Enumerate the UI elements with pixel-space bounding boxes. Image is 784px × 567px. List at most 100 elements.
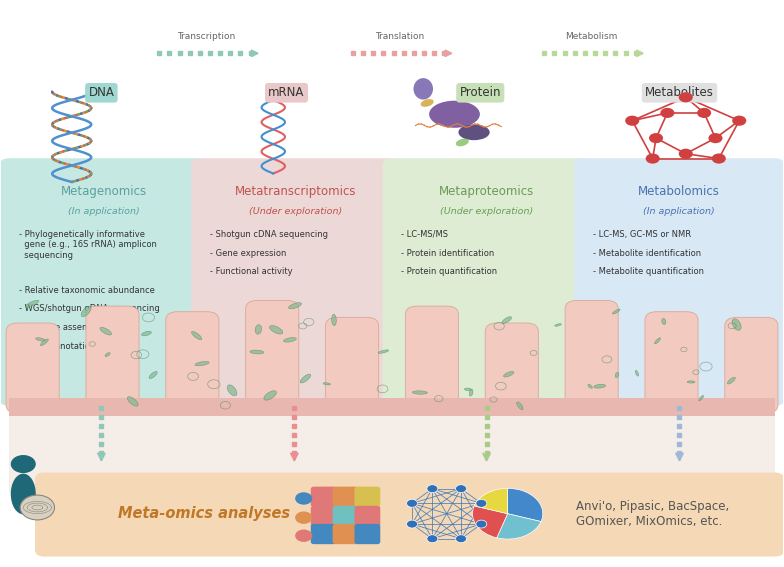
Text: - WGS/shotgun gDNA sequencing: - WGS/shotgun gDNA sequencing [19,304,159,314]
Ellipse shape [35,338,45,341]
Ellipse shape [264,391,277,400]
Ellipse shape [662,319,666,324]
Text: - Gene expression: - Gene expression [210,248,286,257]
Ellipse shape [593,384,605,388]
Ellipse shape [413,78,433,100]
Circle shape [456,535,466,543]
Ellipse shape [142,331,151,336]
Ellipse shape [503,371,514,377]
Ellipse shape [41,339,49,346]
Text: (In application): (In application) [68,208,140,217]
Ellipse shape [555,324,561,326]
FancyBboxPatch shape [485,323,539,413]
Ellipse shape [732,319,741,331]
Ellipse shape [655,338,661,344]
Circle shape [732,116,746,126]
Circle shape [679,149,693,159]
Circle shape [476,520,487,528]
Text: Metabolites: Metabolites [645,86,714,99]
FancyBboxPatch shape [332,506,358,526]
Text: (Under exploration): (Under exploration) [440,208,533,217]
FancyBboxPatch shape [574,158,784,406]
Ellipse shape [332,314,336,325]
Text: Metatranscriptomics: Metatranscriptomics [234,185,356,198]
Ellipse shape [612,309,620,314]
Ellipse shape [127,397,138,406]
Ellipse shape [149,371,158,379]
Ellipse shape [615,373,619,378]
Text: - LC-MS/MS: - LC-MS/MS [401,230,448,239]
Ellipse shape [255,325,262,334]
Wedge shape [473,506,507,538]
Circle shape [649,133,663,143]
Circle shape [697,108,711,118]
FancyBboxPatch shape [354,524,380,544]
Circle shape [660,108,674,118]
Ellipse shape [379,350,389,353]
FancyBboxPatch shape [165,312,219,413]
Text: - Phylogenetically informative
  gene (e.g., 16S rRNA) amplicon
  sequencing: - Phylogenetically informative gene (e.g… [19,230,157,260]
Wedge shape [497,514,541,539]
FancyBboxPatch shape [35,472,784,557]
FancyBboxPatch shape [310,524,336,544]
Ellipse shape [195,362,209,366]
Circle shape [426,485,437,493]
Text: Meta-omics analyses: Meta-omics analyses [118,506,291,521]
Ellipse shape [502,317,512,323]
FancyBboxPatch shape [191,158,399,406]
Circle shape [295,530,312,542]
Ellipse shape [300,374,310,383]
Ellipse shape [588,384,593,388]
Ellipse shape [728,377,735,384]
Circle shape [456,485,466,493]
Ellipse shape [456,138,469,146]
Ellipse shape [699,396,703,401]
Ellipse shape [464,388,471,391]
Circle shape [426,535,437,543]
Ellipse shape [688,381,695,383]
Text: - Gene annotation: - Gene annotation [19,341,95,350]
Text: Metaproteomics: Metaproteomics [439,185,534,198]
Text: - Shotgun cDNA sequencing: - Shotgun cDNA sequencing [210,230,328,239]
Text: - LC-MS, GC-MS or NMR: - LC-MS, GC-MS or NMR [593,230,691,239]
Text: Protein: Protein [459,86,501,99]
FancyBboxPatch shape [310,506,336,526]
Ellipse shape [470,390,473,396]
Ellipse shape [250,350,264,354]
FancyBboxPatch shape [565,301,619,413]
Text: - Relative taxonomic abundance: - Relative taxonomic abundance [19,286,154,295]
Ellipse shape [421,99,434,107]
FancyBboxPatch shape [332,524,358,544]
FancyBboxPatch shape [9,385,775,492]
Ellipse shape [11,473,36,514]
FancyBboxPatch shape [86,306,139,413]
Circle shape [407,520,418,528]
Ellipse shape [284,337,296,342]
Circle shape [407,500,418,507]
Ellipse shape [270,325,283,334]
Ellipse shape [635,370,639,376]
Ellipse shape [105,353,110,357]
Text: mRNA: mRNA [268,86,305,99]
Text: Anvi'o, Pipasic, BacSpace,
GOmixer, MixOmics, etc.: Anvi'o, Pipasic, BacSpace, GOmixer, MixO… [575,500,729,528]
FancyBboxPatch shape [245,301,299,413]
Text: - Metabolite identification: - Metabolite identification [593,248,701,257]
Text: - Protein identification: - Protein identification [401,248,495,257]
Circle shape [625,116,639,126]
Wedge shape [474,488,507,514]
Text: Metagenomics: Metagenomics [60,185,147,198]
Text: Metabolomics: Metabolomics [638,185,720,198]
FancyBboxPatch shape [325,318,379,413]
Text: Translation: Translation [376,32,424,41]
Circle shape [295,511,312,524]
Ellipse shape [82,306,91,317]
Text: - Protein quantification: - Protein quantification [401,267,498,276]
FancyBboxPatch shape [405,306,459,413]
Text: Metabolism: Metabolism [565,32,617,41]
FancyBboxPatch shape [310,486,336,507]
Circle shape [679,92,693,103]
Circle shape [295,492,312,505]
Circle shape [11,455,36,473]
Circle shape [20,495,55,520]
Text: DNA: DNA [89,86,114,99]
